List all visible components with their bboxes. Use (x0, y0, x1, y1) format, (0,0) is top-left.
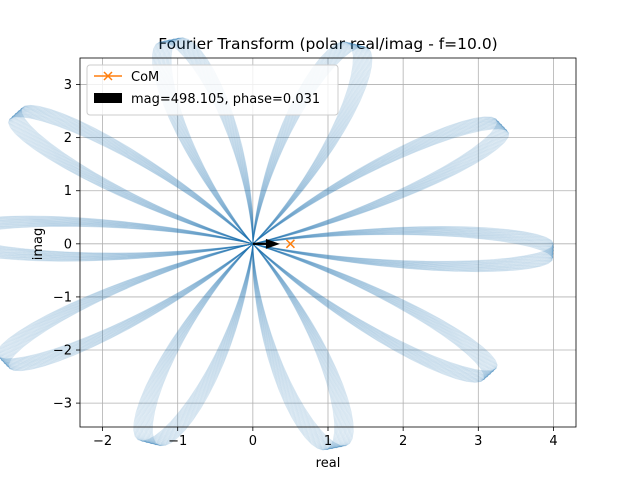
wave-ray (0, 37, 554, 451)
legend: CoM mag=498.105, phase=0.031 (86, 64, 339, 116)
wave-ray (0, 40, 554, 447)
legend-com-marker (103, 71, 113, 81)
x-tick-label: −2 (93, 434, 112, 449)
wave-ray (0, 39, 554, 449)
x-tick-label: 0 (249, 434, 257, 449)
x-tick-label: 1 (324, 434, 332, 449)
y-tick-label: 3 (64, 78, 72, 93)
com-marker (285, 239, 295, 249)
wave-ray (0, 39, 554, 449)
wave-ray (0, 40, 554, 448)
magnitude-arrow-head (265, 238, 280, 249)
wave-ray (0, 38, 554, 449)
wave-ray (0, 37, 554, 450)
wave-ray (0, 40, 554, 448)
ticks: −2 −1 0 1 2 3 4 −3 −2 −1 0 1 2 3 (53, 78, 558, 449)
x-tick-label: 2 (399, 434, 407, 449)
wave-ray (0, 38, 554, 449)
wave-ray (0, 37, 554, 450)
wave-ray (0, 38, 554, 449)
wave-ray (0, 40, 554, 448)
x-tick-label: −1 (168, 434, 187, 449)
marks (252, 238, 295, 249)
y-tick-label: 0 (64, 237, 72, 252)
wave-trace (0, 37, 554, 451)
legend-box (86, 64, 339, 116)
wave-ray (0, 40, 554, 448)
wave-ray (0, 37, 554, 450)
wave-ray (0, 38, 553, 450)
y-tick-label: 1 (64, 184, 72, 199)
wave-ray (0, 38, 554, 450)
x-tick-label: 4 (549, 434, 557, 449)
wave-ray (0, 41, 554, 447)
wave-ray (0, 39, 554, 449)
wave-ray (0, 40, 554, 447)
y-axis-label: imag (31, 228, 46, 261)
y-tick-label: −3 (53, 397, 72, 412)
y-tick-label: −1 (53, 290, 72, 305)
wave-ray (0, 39, 554, 448)
x-axis-label: real (316, 456, 341, 471)
y-tick-label: −2 (53, 344, 72, 359)
legend-arrow-swatch (94, 93, 122, 103)
legend-com-label: CoM (131, 70, 159, 85)
grid (80, 58, 576, 427)
y-tick-label: 2 (64, 131, 72, 146)
wave-ray (0, 38, 554, 450)
chart-title: Fourier Transform (polar real/imag - f=1… (158, 35, 497, 53)
wave-ray (0, 41, 554, 447)
x-tick-label: 3 (474, 434, 482, 449)
wave-ray (0, 39, 554, 449)
wave-ray (0, 37, 553, 451)
legend-arrow-label: mag=498.105, phase=0.031 (131, 92, 320, 107)
